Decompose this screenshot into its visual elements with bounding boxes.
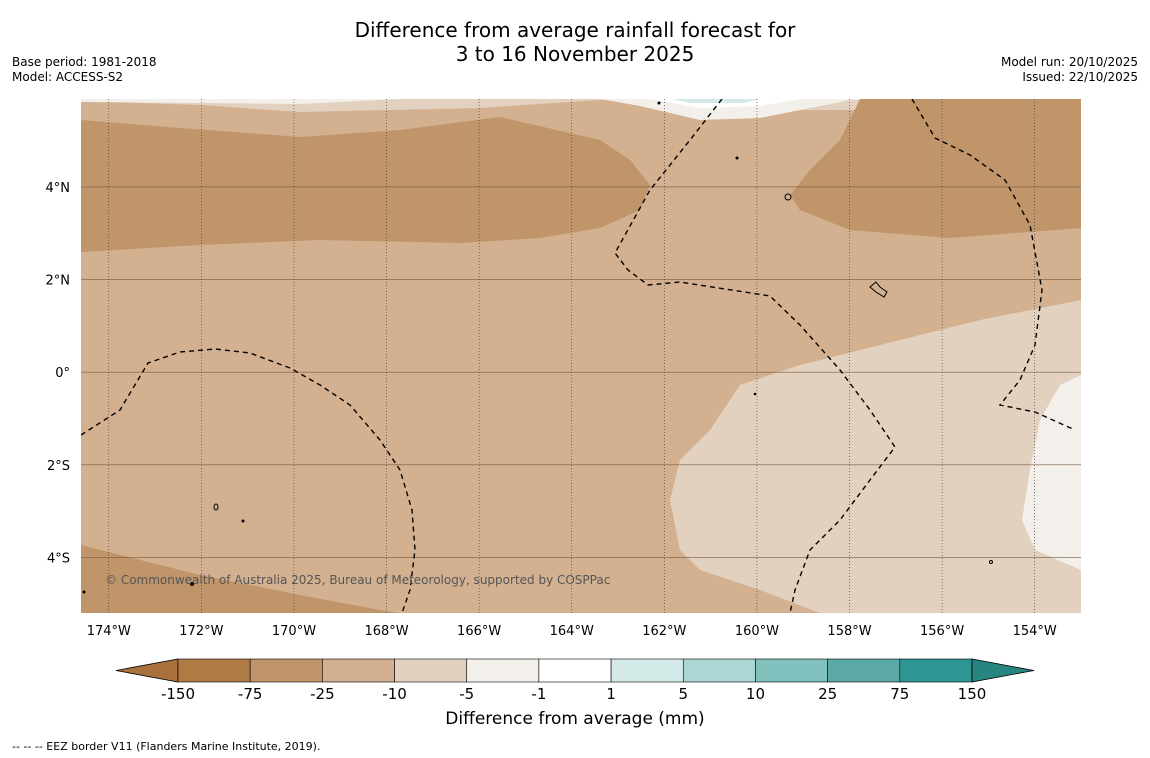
lon-tick-label: 168°W (364, 624, 408, 639)
title-line-1: Difference from average rainfall forecas… (354, 18, 796, 42)
lat-tick-label: 4°S (47, 551, 70, 566)
lon-tick-label: 172°W (179, 624, 223, 639)
band-ne-dry (790, 99, 1081, 238)
colorbar-segment (755, 658, 828, 683)
lon-tick-label: 156°W (920, 624, 964, 639)
lon-tick-label: 162°W (642, 624, 686, 639)
model-run: Model run: 20/10/2025 (1000, 55, 1138, 69)
colorbar-tick-label: -25 (310, 685, 335, 703)
colorbar-segment (322, 658, 395, 683)
colorbar-segment (682, 658, 756, 683)
colorbar-tick-label: 25 (818, 685, 837, 703)
band-sw-dry (81, 545, 400, 613)
colorbar-segment (466, 658, 540, 683)
lon-tick-label: 166°W (457, 624, 501, 639)
colorbar-extend-low (115, 658, 179, 683)
latitude-labels: 4°N 2°N 0° 2°S 4°S (46, 181, 71, 566)
colorbar-extend-high (971, 658, 1035, 683)
colorbar-tick-label: -5 (459, 685, 474, 703)
island (213, 503, 219, 511)
island (753, 392, 757, 396)
colorbar-segment (177, 658, 251, 683)
meta-right: Model run: 20/10/2025 Issued: 22/10/2025 (1001, 55, 1138, 85)
lon-tick-label: 170°W (272, 624, 316, 639)
colorbar-tick-label: -75 (238, 685, 263, 703)
colorbar-segment (827, 658, 901, 683)
colorbar-tick-label: -150 (161, 685, 195, 703)
lon-tick-label: 160°W (735, 624, 779, 639)
colorbar-segment (249, 658, 323, 683)
band-top-teal (672, 99, 760, 103)
colorbar-segment (899, 658, 973, 683)
band-top-lighter-left (81, 99, 400, 104)
title-line-2: 3 to 16 November 2025 (455, 42, 695, 66)
model-name: Model: ACCESS-S2 (12, 70, 124, 84)
island (82, 590, 86, 594)
meta-left: Base period: 1981-2018 Model: ACCESS-S2 (12, 55, 157, 85)
colorbar-segment (610, 658, 684, 683)
eez-border-east (911, 99, 1076, 431)
island (735, 156, 739, 160)
rainfall-map (81, 99, 1081, 613)
longitude-labels: 174°W 172°W 170°W 168°W 166°W 164°W 162°W 160°W… (87, 624, 1057, 639)
colorbar-tick-label: 1 (606, 685, 616, 703)
island (657, 101, 661, 105)
lat-tick-label: 0° (55, 366, 70, 381)
map-title: Difference from average rainfall forecas… (0, 18, 1150, 66)
colorbar-segment (538, 658, 612, 683)
lon-tick-label: 164°W (550, 624, 594, 639)
colorbar-tick-label: 75 (890, 685, 909, 703)
colorbar-tick-label: -1 (531, 685, 546, 703)
colorbar-title: Difference from average (mm) (445, 709, 705, 729)
issued-date: Issued: 22/10/2025 (1022, 70, 1138, 84)
island (190, 582, 194, 586)
colorbar-tick-label: 5 (678, 685, 688, 703)
eez-border-west (81, 348, 416, 613)
colorbar-segment (394, 658, 468, 683)
colorbar-tick-label: -10 (382, 685, 407, 703)
colorbar-tick-label: 10 (746, 685, 765, 703)
band-north-dry (81, 117, 650, 252)
band-se-lighter (1022, 375, 1081, 570)
islands (82, 101, 993, 594)
island (989, 560, 993, 564)
lat-tick-label: 2°S (47, 459, 70, 474)
island (869, 281, 888, 298)
band-top-lighter (600, 99, 900, 120)
lat-tick-label: 4°N (46, 181, 71, 196)
gridlines (81, 99, 1081, 613)
copyright-notice: © Commonwealth of Australia 2025, Bureau… (105, 573, 611, 587)
eez-legend-note: -- -- -- EEZ border V11 (Flanders Marine… (12, 740, 321, 753)
eez-border-north (614, 99, 896, 613)
island (241, 519, 245, 523)
lon-tick-label: 158°W (827, 624, 871, 639)
band-se-light (670, 300, 1081, 613)
base-period: Base period: 1981-2018 (12, 55, 157, 69)
lon-tick-label: 174°W (87, 624, 131, 639)
lon-tick-label: 154°W (1013, 624, 1057, 639)
island (784, 193, 792, 201)
eez-borders (81, 99, 1076, 613)
lat-tick-label: 2°N (46, 274, 71, 289)
colorbar: -150 -75 -25 -10 -5 -1 1 5 10 25 75 150 (115, 658, 1035, 703)
colorbar-tick-label: 150 (958, 685, 987, 703)
